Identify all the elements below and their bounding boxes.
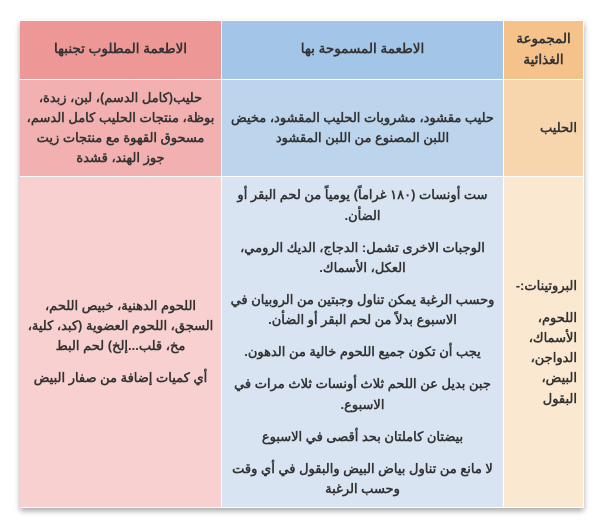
food-groups-table-wrap: المجموعة الغذائية الاطعمة المسموحة بها ا… [20,20,584,508]
cell-group: البروتينات:- اللحوم، الأسماك، الدواجن، ا… [504,177,584,508]
cell-allowed: ست أونسات (١٨٠ غراماً) يومياً من لحم الب… [222,177,504,508]
cell-line: الوجبات الاخرى تشمل: الدجاج، الديك الروم… [228,238,497,278]
cell-line: لا مانع من تناول بياض البيض والبقول في أ… [228,459,497,499]
cell-line: اللحوم الدهنية، خبيص اللحم، السجق، اللحو… [26,296,215,356]
cell-line: جبن بديل عن اللحم ثلاث أونسات ثلاث مرات … [228,374,497,414]
cell-line: وحسب الرغبة يمكن تناول وجبتين من الروبيا… [228,290,497,330]
cell-avoid: حليب(كامل الدسم)، لبن، زبدة، بوظة، منتجا… [20,79,222,177]
cell-line: البروتينات:- [508,276,577,296]
table-header-row: المجموعة الغذائية الاطعمة المسموحة بها ا… [20,21,584,80]
table-row: البروتينات:- اللحوم، الأسماك، الدواجن، ا… [20,177,584,508]
food-groups-table: المجموعة الغذائية الاطعمة المسموحة بها ا… [20,20,584,508]
cell-line: ست أونسات (١٨٠ غراماً) يومياً من لحم الب… [228,185,497,225]
cell-line: أي كميات إضافة من صفار البيض [26,368,215,388]
col-header-group: المجموعة الغذائية [504,21,584,80]
cell-line: بيضتان كاملتان بحد أقصى في الاسبوع [228,427,497,447]
cell-line: يجب أن تكون جميع اللحوم خالية من الدهون. [228,342,497,362]
cell-avoid: اللحوم الدهنية، خبيص اللحم، السجق، اللحو… [20,177,222,508]
cell-line: اللحوم، الأسماك، الدواجن، البيض، البقول [508,308,577,409]
cell-group: الحليب [504,79,584,177]
col-header-avoid: الاطعمة المطلوب تجنبها [20,21,222,80]
table-row: الحليب حليب مقشود، مشروبات الحليب المقشو… [20,79,584,177]
col-header-allowed: الاطعمة المسموحة بها [222,21,504,80]
cell-allowed: حليب مقشود، مشروبات الحليب المقشود، مخيض… [222,79,504,177]
